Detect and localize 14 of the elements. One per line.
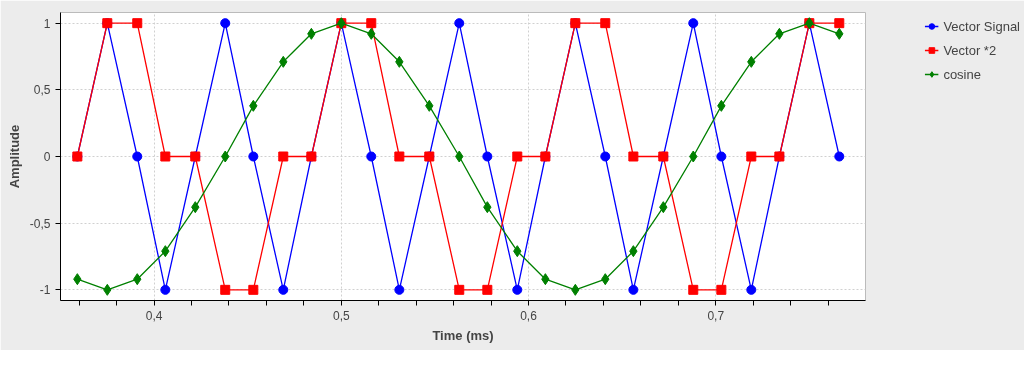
legend-label: Vector *2 [943, 42, 997, 58]
y-tick-label: 1 [43, 16, 51, 31]
x-tick-label: 0,5 [332, 308, 350, 323]
y-tick-label: 0,5 [33, 83, 51, 98]
y-axis-title: Amplitude [6, 124, 22, 189]
legend-label: Vector Signal [943, 18, 1020, 34]
x-tick-label: 0,6 [520, 308, 538, 323]
x-tick-label: 0,7 [707, 308, 725, 323]
y-tick-label: -1 [39, 283, 51, 298]
x-tick-label: 0,4 [145, 308, 163, 323]
y-tick-label: 0 [43, 150, 51, 164]
y-tick-label: -0,5 [29, 216, 51, 231]
x-axis-title: Time (ms) [432, 327, 494, 343]
legend-label: cosine [943, 66, 981, 82]
